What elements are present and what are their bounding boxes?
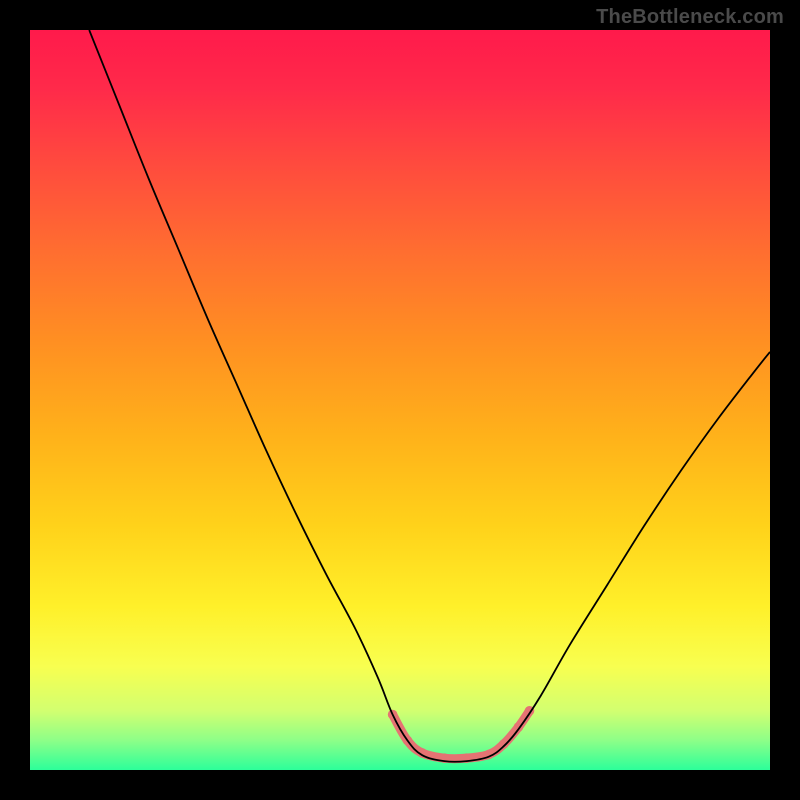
chart-container: TheBottleneck.com (0, 0, 800, 800)
plot-area (30, 30, 770, 770)
optimal-range-band (393, 711, 530, 759)
bottleneck-curve (89, 30, 770, 762)
watermark-text: TheBottleneck.com (596, 6, 784, 29)
curve-layer (30, 30, 770, 770)
